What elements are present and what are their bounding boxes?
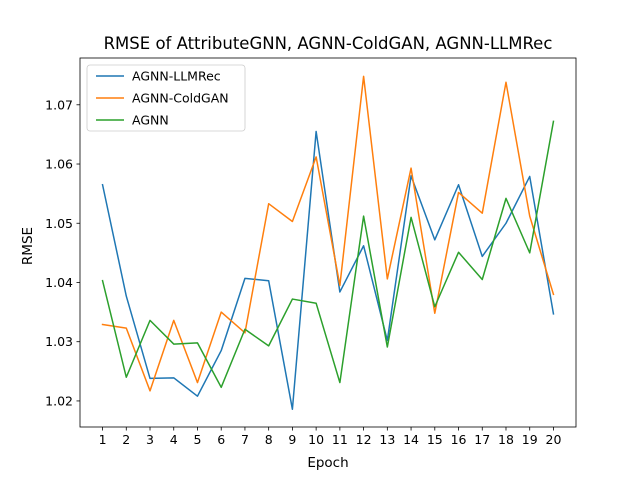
- x-tick-label: 14: [403, 432, 419, 447]
- legend-label: AGNN: [132, 113, 169, 128]
- series-line-agnn-coldgan: [101, 75, 555, 392]
- x-tick-label: 18: [498, 432, 514, 447]
- series-line-agnn-llmrec: [101, 130, 555, 410]
- axes-layer: 1 2 3 4 5 6 7 8 9 10 11 12 13 14 15 16 17 18 19 201.021.031…: [45, 57, 577, 447]
- y-tick-label: 1.04: [45, 275, 73, 290]
- x-tick-label: 11: [332, 432, 348, 447]
- x-tick-label: 3: [146, 432, 154, 447]
- y-tick-label: 1.06: [45, 157, 73, 172]
- y-tick-label: 1.02: [45, 393, 73, 408]
- x-tick-label: 20: [546, 432, 562, 447]
- x-tick-label: 6: [217, 432, 225, 447]
- x-tick-label: 16: [451, 432, 467, 447]
- legend-label: AGNN-LLMRec: [132, 69, 221, 84]
- x-tick-label: 8: [265, 432, 273, 447]
- x-tick-label: 13: [379, 432, 395, 447]
- x-tick-label: 17: [474, 432, 490, 447]
- y-tick-label: 1.05: [45, 216, 73, 231]
- x-tick-label: 5: [193, 432, 201, 447]
- y-tick-label: 1.03: [45, 334, 73, 349]
- x-tick-label: 12: [356, 432, 372, 447]
- x-axis-label: Epoch: [307, 455, 348, 471]
- series-layer: [101, 75, 555, 410]
- x-tick-label: 10: [308, 432, 324, 447]
- x-tick-label: 7: [241, 432, 249, 447]
- y-tick-label: 1.07: [45, 97, 73, 112]
- legend-box: [86, 64, 246, 132]
- x-tick-label: 19: [522, 432, 538, 447]
- chart-title: RMSE of AttributeGNN, AGNN-ColdGAN, AGNN…: [104, 34, 553, 53]
- y-axis-label: RMSE: [20, 227, 36, 265]
- x-tick-label: 4: [170, 432, 178, 447]
- legend-label: AGNN-ColdGAN: [132, 91, 229, 106]
- x-tick-label: 9: [288, 432, 296, 447]
- legend: AGNN-LLMRec AGNN-ColdGAN AGNN: [86, 64, 246, 132]
- series-line-agnn: [101, 120, 555, 389]
- plot-frame: [79, 57, 577, 428]
- x-tick-label: 1: [99, 432, 107, 447]
- x-tick-label: 2: [122, 432, 130, 447]
- x-tick-label: 15: [427, 432, 443, 447]
